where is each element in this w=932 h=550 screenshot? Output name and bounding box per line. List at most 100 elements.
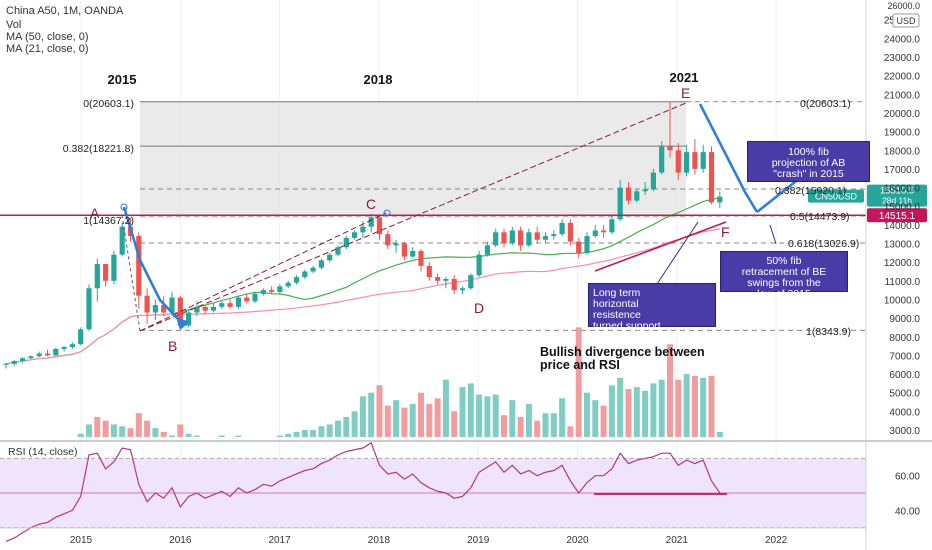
candle-body bbox=[53, 348, 59, 356]
volume-bars bbox=[77, 327, 723, 437]
time-tick-label: 2022 bbox=[765, 535, 788, 546]
year-label-2021: 2021 bbox=[670, 70, 699, 85]
candle-body bbox=[86, 288, 92, 330]
candle-body bbox=[318, 260, 324, 268]
candle-body bbox=[576, 241, 582, 253]
candles bbox=[3, 101, 723, 369]
volume-bar bbox=[667, 344, 673, 437]
ticker-box bbox=[808, 189, 864, 203]
volume-bar bbox=[94, 416, 101, 437]
price-tick-label: 20000.0 bbox=[884, 109, 921, 120]
callout-support-text: Long term horizontal resistence turned supp… bbox=[593, 287, 661, 332]
candle-body bbox=[684, 152, 690, 173]
volume-bar bbox=[102, 420, 109, 437]
candle-body bbox=[401, 243, 407, 257]
volume-bar bbox=[642, 390, 649, 437]
candle-body bbox=[368, 217, 374, 227]
candle-body bbox=[360, 226, 366, 233]
callout-fib-projection: 100% fib projection of AB "crash" in 2015 bbox=[747, 141, 870, 182]
fib-label-right-618: 0.618(13026.9) bbox=[788, 238, 859, 250]
candle-body bbox=[327, 254, 333, 261]
volume-bar bbox=[135, 413, 142, 437]
candle-body bbox=[667, 146, 673, 151]
fib-shaded-area bbox=[140, 101, 686, 219]
candle-body bbox=[335, 247, 341, 255]
volume-bar bbox=[700, 377, 707, 437]
price-tick-label: 23000.0 bbox=[884, 53, 921, 64]
candle-body bbox=[642, 189, 648, 192]
candle-body bbox=[700, 152, 706, 169]
rsi-line bbox=[5, 441, 721, 542]
candle-body bbox=[493, 232, 499, 246]
candle-body bbox=[584, 236, 590, 253]
moving-averages bbox=[5, 197, 720, 365]
candle-body bbox=[675, 150, 681, 173]
candle-body bbox=[252, 293, 258, 302]
point-label-c: C bbox=[366, 196, 376, 212]
rsi-tick-label: 40.00 bbox=[895, 506, 920, 517]
volume-bar bbox=[691, 375, 698, 437]
candle-body bbox=[352, 232, 358, 238]
time-tick-label: 2018 bbox=[368, 535, 391, 546]
price-tick-label: 9000.0 bbox=[889, 314, 920, 325]
candle-body bbox=[293, 277, 300, 283]
candle-body bbox=[111, 254, 117, 281]
volume-bar bbox=[434, 398, 441, 437]
volume-bar bbox=[235, 435, 242, 437]
price-tick-label: 8000.0 bbox=[889, 333, 920, 344]
price-tick-label: 6000.0 bbox=[889, 370, 920, 381]
fib-label-left-top: 0(20603.1) bbox=[83, 98, 134, 110]
candle-body bbox=[617, 187, 623, 220]
year-label-2018: 2018 bbox=[364, 72, 393, 87]
price-tick-label: 21000.0 bbox=[884, 90, 921, 101]
candle-body bbox=[601, 230, 607, 233]
candle-body bbox=[625, 187, 632, 201]
volume-bar bbox=[335, 420, 341, 437]
volume-bar bbox=[77, 433, 84, 437]
candle-body bbox=[567, 222, 573, 242]
support-level-box bbox=[867, 208, 927, 223]
price-tick-label: 10000.0 bbox=[884, 295, 921, 306]
volume-bar bbox=[351, 411, 358, 437]
candle-body bbox=[144, 295, 150, 313]
candle-body bbox=[410, 250, 416, 257]
candle-body bbox=[426, 265, 432, 278]
last-price-label: 15510.5 bbox=[880, 186, 914, 197]
rising-support-line bbox=[594, 221, 727, 272]
dashed-trend-b-to-c bbox=[139, 212, 387, 332]
volume-bar bbox=[476, 394, 483, 437]
volume-bar bbox=[384, 405, 391, 437]
candle-body bbox=[94, 264, 100, 289]
volume-bar bbox=[708, 375, 715, 437]
candle-body bbox=[36, 353, 42, 357]
ma-50-line bbox=[5, 228, 720, 365]
price-tick-label: 5000.0 bbox=[889, 389, 920, 400]
volume-bar bbox=[376, 385, 383, 437]
candle-body bbox=[227, 303, 233, 307]
candle-body bbox=[542, 236, 549, 240]
divergence-annotation-line1: Bullish divergence between bbox=[540, 345, 705, 359]
blue-arrow-projection bbox=[756, 176, 801, 214]
price-tick-label-top: 26000.0 bbox=[887, 1, 920, 11]
volume-bar bbox=[160, 431, 167, 437]
callout-retracement-text: 50% fib retracement of BE swings from the l… bbox=[741, 255, 827, 300]
time-tick-label: 2019 bbox=[467, 535, 490, 546]
volume-bar bbox=[301, 430, 308, 437]
point-label-a: A bbox=[90, 205, 100, 221]
volume-bar bbox=[658, 379, 665, 437]
divergence-annotation-line2: price and RSI bbox=[540, 358, 620, 372]
candle-body bbox=[592, 230, 598, 237]
price-tick-label: 3000.0 bbox=[889, 426, 920, 437]
point-a-marker bbox=[120, 203, 128, 211]
candle-body bbox=[78, 329, 84, 345]
volume-bar bbox=[110, 424, 117, 437]
price-tick-label: 19000.0 bbox=[884, 128, 921, 139]
volume-bar bbox=[169, 435, 175, 437]
volume-bar bbox=[144, 420, 151, 437]
candle-body bbox=[534, 232, 540, 240]
candle-body bbox=[3, 363, 9, 365]
blue-arrow-ab bbox=[122, 206, 181, 322]
year-label-2015: 2015 bbox=[108, 72, 137, 87]
